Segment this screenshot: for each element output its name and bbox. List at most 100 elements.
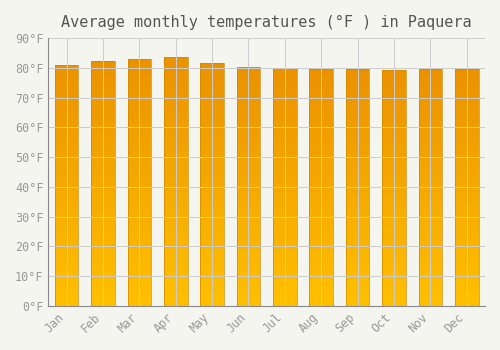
Bar (382, 169, 406, 174)
Bar (382, 79, 406, 84)
Bar (236, 77, 260, 81)
Bar (310, 211, 333, 216)
Bar (200, 150, 224, 155)
Bar (54, 238, 78, 243)
Bar (273, 211, 296, 215)
Bar (346, 225, 370, 230)
Bar (418, 88, 442, 93)
Bar (273, 215, 296, 220)
Bar (310, 102, 333, 107)
Bar (346, 145, 370, 150)
Bar (128, 251, 151, 257)
Bar (54, 104, 78, 108)
Bar (54, 137, 78, 142)
Bar (54, 70, 78, 75)
Bar (128, 301, 151, 306)
Bar (200, 126, 224, 131)
Bar (128, 108, 151, 113)
Bar (54, 301, 78, 306)
Bar (382, 254, 406, 259)
Bar (54, 65, 78, 70)
Bar (418, 159, 442, 164)
Bar (418, 131, 442, 135)
Bar (346, 273, 370, 278)
Bar (128, 266, 151, 271)
Bar (200, 155, 224, 160)
Bar (310, 220, 333, 225)
Bar (128, 103, 151, 108)
Bar (236, 72, 260, 77)
Bar (91, 61, 115, 306)
Bar (91, 286, 115, 291)
Bar (54, 156, 78, 161)
Bar (273, 73, 296, 77)
Bar (164, 206, 188, 211)
Bar (164, 68, 188, 72)
Bar (200, 141, 224, 146)
Bar (128, 197, 151, 202)
Bar (310, 230, 333, 235)
Bar (91, 95, 115, 100)
Bar (418, 235, 442, 240)
Bar (164, 281, 188, 286)
Bar (54, 161, 78, 166)
Bar (164, 167, 188, 172)
Bar (455, 235, 478, 239)
Bar (54, 267, 78, 272)
Bar (54, 219, 78, 224)
Bar (310, 78, 333, 83)
Bar (455, 296, 478, 301)
Bar (310, 145, 333, 149)
Bar (91, 247, 115, 252)
Bar (273, 253, 296, 258)
Bar (236, 277, 260, 282)
Bar (455, 116, 478, 121)
Bar (236, 177, 260, 182)
Bar (54, 152, 78, 156)
Bar (236, 139, 260, 143)
Bar (418, 240, 442, 244)
Bar (128, 232, 151, 237)
Bar (418, 273, 442, 278)
Bar (128, 286, 151, 291)
Bar (455, 187, 478, 192)
Bar (91, 252, 115, 257)
Bar (346, 296, 370, 301)
Bar (91, 183, 115, 188)
Bar (382, 70, 406, 75)
Bar (455, 197, 478, 202)
Bar (273, 225, 296, 230)
Bar (418, 206, 442, 211)
Bar (273, 168, 296, 173)
Bar (164, 147, 188, 152)
Bar (382, 278, 406, 282)
Bar (128, 246, 151, 251)
Bar (346, 159, 370, 164)
Bar (91, 257, 115, 262)
Bar (200, 170, 224, 175)
Bar (455, 254, 478, 258)
Bar (346, 103, 370, 107)
Bar (164, 222, 188, 226)
Bar (236, 272, 260, 277)
Bar (91, 159, 115, 164)
Bar (418, 193, 442, 197)
Bar (91, 134, 115, 139)
Bar (236, 91, 260, 96)
Bar (418, 263, 442, 268)
Bar (455, 183, 478, 187)
Bar (54, 113, 78, 118)
Bar (310, 163, 333, 168)
Bar (382, 122, 406, 127)
Bar (310, 149, 333, 154)
Bar (91, 262, 115, 267)
Bar (128, 98, 151, 103)
Bar (382, 174, 406, 178)
Bar (164, 132, 188, 137)
Bar (128, 158, 151, 162)
Bar (54, 79, 78, 84)
Bar (455, 292, 478, 296)
Bar (418, 154, 442, 159)
Bar (200, 209, 224, 214)
Bar (273, 244, 296, 249)
